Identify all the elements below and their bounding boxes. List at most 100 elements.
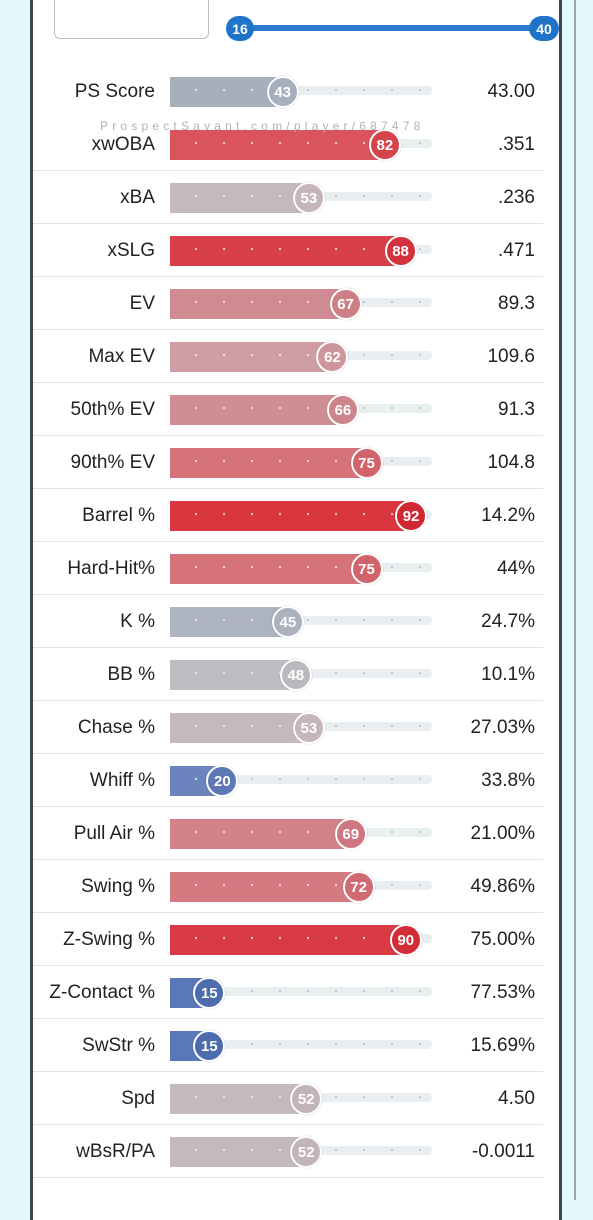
scale-dot (307, 831, 309, 833)
scale-dot (391, 301, 393, 303)
scale-dot (363, 513, 365, 515)
percentile-knob: 53 (292, 182, 325, 214)
metric-label: Spd (121, 1088, 155, 1109)
metric-row: Max EV 62 109.6 (33, 330, 543, 383)
percentile-bar (170, 395, 343, 425)
metric-value: 49.86% (470, 876, 535, 897)
percentile-knob: 53 (292, 712, 325, 744)
scale-dot (391, 990, 393, 992)
scale-dot (335, 619, 337, 621)
range-min-handle[interactable]: 16 (226, 16, 254, 41)
metric-row: Z-Contact % 15 77.53% (33, 966, 543, 1019)
metric-value: 89.3 (498, 293, 535, 314)
percentile-bar (170, 342, 333, 372)
scale-dot (251, 778, 253, 780)
scale-dot (419, 354, 421, 356)
percentile-bar (170, 448, 367, 478)
scale-dot (279, 937, 281, 939)
metric-row: PS Score 43 43.00 (33, 65, 543, 118)
percentile-bar (170, 554, 367, 584)
scale-dot (251, 248, 253, 250)
scale-dot (419, 89, 421, 91)
scale-dot (223, 301, 225, 303)
metric-value: .351 (498, 134, 535, 155)
metric-value: 10.1% (481, 664, 535, 685)
scale-dot (251, 672, 253, 674)
scale-dot (223, 566, 225, 568)
metric-value: 91.3 (498, 399, 535, 420)
metric-label: xBA (120, 187, 155, 208)
scale-dot (391, 407, 393, 409)
range-max-handle[interactable]: 40 (529, 16, 559, 41)
scale-dot (223, 1096, 225, 1098)
scale-dot (251, 725, 253, 727)
scale-dot (391, 619, 393, 621)
metric-row: Chase % 53 27.03% (33, 701, 543, 754)
scale-dot (195, 407, 197, 409)
metric-value: 27.03% (470, 717, 535, 738)
scale-dot (195, 142, 197, 144)
scale-dot (279, 248, 281, 250)
scale-dot (391, 831, 393, 833)
scale-dot (335, 725, 337, 727)
scale-dot (279, 301, 281, 303)
scale-dot (223, 1149, 225, 1151)
scale-dot (363, 672, 365, 674)
percentile-bar (170, 77, 283, 107)
scale-dot (363, 301, 365, 303)
scale-dot (223, 725, 225, 727)
scale-dot (307, 407, 309, 409)
metric-label: K % (120, 611, 155, 632)
metric-row: 50th% EV 66 91.3 (33, 383, 543, 436)
scale-dot (335, 142, 337, 144)
scale-dot (419, 990, 421, 992)
scale-dot (251, 619, 253, 621)
scale-dot (251, 831, 253, 833)
percentile-bar (170, 236, 401, 266)
scale-dot (419, 884, 421, 886)
scale-dot (279, 513, 281, 515)
age-range-track[interactable] (240, 25, 544, 31)
percentile-knob: 52 (290, 1136, 323, 1168)
scroll-edge (574, 0, 576, 1200)
scale-dot (363, 1096, 365, 1098)
metric-row: xBA 53 .236 (33, 171, 543, 224)
percentile-bar (170, 501, 412, 531)
metric-row: 90th% EV 75 104.8 (33, 436, 543, 489)
scale-dot (335, 884, 337, 886)
metric-label: Pull Air % (73, 823, 155, 844)
scale-dot (307, 619, 309, 621)
percentile-knob: 75 (350, 553, 383, 585)
scale-dot (279, 778, 281, 780)
metric-label: Z-Swing % (63, 929, 155, 950)
scale-dot (279, 1043, 281, 1045)
metric-value: .236 (498, 187, 535, 208)
percentile-knob: 62 (316, 341, 349, 373)
scale-dot (195, 778, 197, 780)
scale-dot (279, 725, 281, 727)
scale-dot (391, 725, 393, 727)
percentile-knob: 90 (389, 924, 422, 956)
scale-dot (335, 513, 337, 515)
filter-input-box[interactable] (54, 0, 209, 39)
scale-dot (335, 672, 337, 674)
scale-dot (195, 725, 197, 727)
scale-dot (419, 460, 421, 462)
metric-label: 50th% EV (70, 399, 156, 420)
scale-dot (363, 990, 365, 992)
scale-dot (251, 1043, 253, 1045)
scale-dot (419, 1149, 421, 1151)
metric-label: EV (129, 293, 155, 314)
scale-dot (223, 460, 225, 462)
metric-row: Hard-Hit% 75 44% (33, 542, 543, 595)
scale-dot (391, 195, 393, 197)
scale-dot (279, 831, 281, 833)
percentile-knob: 92 (395, 500, 428, 532)
scale-dot (391, 1149, 393, 1151)
scale-dot (419, 142, 421, 144)
scale-dot (307, 142, 309, 144)
scale-dot (251, 195, 253, 197)
percentile-knob: 88 (384, 235, 417, 267)
scale-dot (363, 142, 365, 144)
scale-dot (363, 248, 365, 250)
